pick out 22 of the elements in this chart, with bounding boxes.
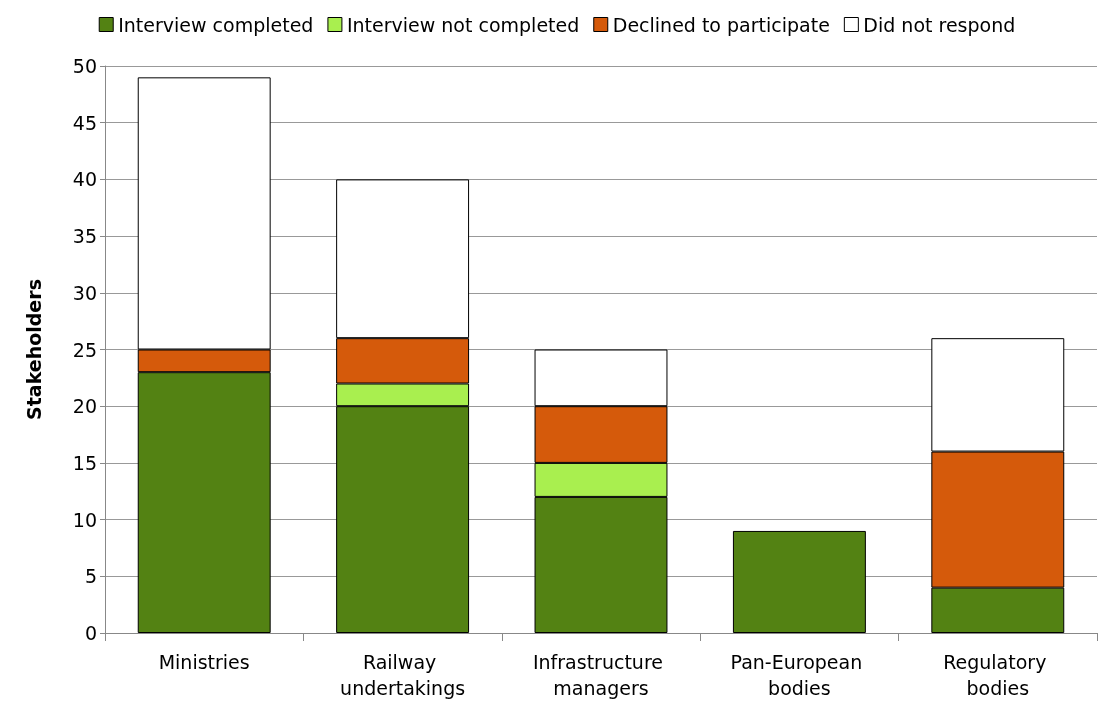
legend-label: Interview completed [118, 13, 314, 36]
legend-label: Did not respond [863, 13, 1016, 36]
y-tick-label: 25 [72, 338, 97, 361]
y-tick-label: 20 [72, 395, 97, 418]
x-tick-label: Infrastructure managers [532, 651, 670, 699]
y-tick-label: 40 [72, 168, 97, 191]
y-tick-label: 15 [72, 451, 97, 474]
y-tick-label: 35 [72, 225, 97, 248]
x-tick-label: Regulatory bodies [943, 651, 1053, 699]
legend-label: Declined to participate [612, 13, 830, 36]
y-tick-label: 5 [84, 565, 97, 588]
y-axis-title: Stakeholders [22, 279, 45, 420]
y-tick-label: 0 [84, 622, 97, 644]
y-tick-label: 10 [72, 508, 97, 531]
x-tick-label: Pan-European bodies [730, 651, 869, 699]
y-tick-label: 30 [72, 281, 97, 304]
y-tick-label: 45 [72, 111, 97, 134]
y-tick-label: 50 [72, 55, 97, 77]
bar [732, 530, 866, 633]
legend-label: Interview not completed [346, 13, 580, 36]
x-tick-label: Railway undertakings [340, 651, 466, 699]
x-tick-label: Ministries [158, 651, 250, 673]
